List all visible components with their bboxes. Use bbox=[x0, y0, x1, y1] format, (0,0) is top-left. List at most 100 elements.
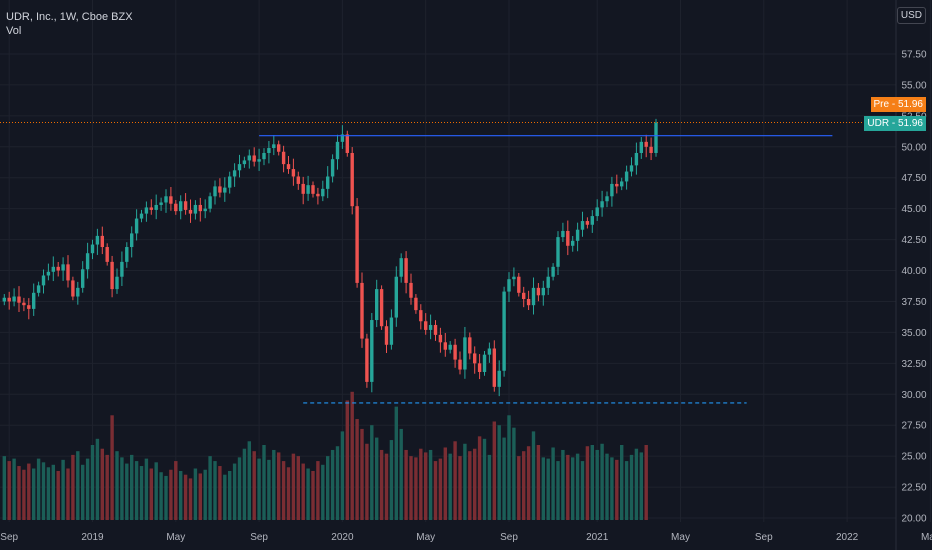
volume-bar bbox=[375, 437, 379, 520]
candle-body bbox=[85, 253, 90, 270]
candle-body bbox=[360, 282, 364, 339]
volume-bar bbox=[370, 425, 374, 520]
candle-body bbox=[458, 359, 462, 370]
volume-bar bbox=[110, 415, 114, 520]
candle-body bbox=[262, 152, 266, 160]
candles bbox=[2, 118, 658, 397]
volume-bar bbox=[252, 451, 256, 520]
volume-bar bbox=[482, 438, 487, 520]
volume-bar bbox=[105, 454, 109, 520]
volume-bar bbox=[566, 454, 570, 520]
volume-bar bbox=[228, 470, 232, 520]
y-tick-label: 50.00 bbox=[901, 142, 926, 153]
candle-body bbox=[335, 141, 340, 160]
candle-body bbox=[71, 280, 75, 297]
candle-body bbox=[66, 264, 70, 281]
volume-bar bbox=[541, 457, 545, 520]
volume-bar bbox=[203, 469, 207, 520]
candle-body bbox=[448, 344, 452, 350]
candle-body bbox=[291, 169, 296, 177]
y-tick-label: 45.00 bbox=[901, 204, 926, 215]
candle-body bbox=[232, 170, 237, 177]
candle-body bbox=[473, 353, 477, 364]
volume-bar bbox=[306, 468, 310, 520]
candle-body bbox=[218, 186, 222, 193]
volume-bar bbox=[477, 436, 482, 520]
candle-body bbox=[355, 206, 359, 283]
level-lines[interactable] bbox=[0, 122, 896, 404]
volume-bar bbox=[399, 428, 403, 520]
candle-body bbox=[188, 209, 193, 214]
volume-bar bbox=[615, 459, 619, 520]
time-axis[interactable]: Sep 2019 May Sep 2020 May Sep 2021 May Sep 2022 May… bbox=[0, 532, 932, 543]
volume-bar bbox=[27, 463, 31, 520]
candle-body bbox=[492, 348, 496, 387]
x-tick-label: 2022 bbox=[836, 532, 859, 543]
volume-bar bbox=[551, 447, 555, 520]
volume-bar bbox=[335, 446, 340, 520]
volume-bar bbox=[130, 454, 134, 520]
chart-header: UDR, Inc., 1W, Cboe BZX Vol bbox=[6, 10, 133, 38]
candle-body bbox=[12, 296, 16, 302]
candle-body bbox=[561, 230, 565, 238]
volume-bar bbox=[76, 451, 80, 520]
candle-body bbox=[453, 344, 457, 360]
volume-bar bbox=[384, 453, 389, 520]
y-tick-label: 55.00 bbox=[901, 80, 926, 91]
candle-body bbox=[228, 176, 232, 188]
candle-body bbox=[600, 201, 604, 208]
candle-body bbox=[340, 134, 345, 142]
candle-body bbox=[379, 289, 384, 327]
candle-body bbox=[46, 271, 51, 276]
y-tick-label: 37.50 bbox=[901, 297, 926, 308]
candle-body bbox=[468, 337, 472, 354]
volume-bar bbox=[605, 453, 609, 520]
volume-bar bbox=[463, 443, 467, 520]
candle-body bbox=[321, 188, 325, 197]
y-tick-label: 27.50 bbox=[901, 421, 926, 432]
candle-body bbox=[517, 276, 521, 293]
candle-body bbox=[639, 141, 643, 153]
indicator-label[interactable]: Vol bbox=[6, 25, 22, 37]
currency-button[interactable]: USD bbox=[896, 7, 926, 24]
volume-bar bbox=[443, 447, 447, 520]
volume-bar bbox=[56, 470, 60, 520]
candle-body bbox=[198, 204, 202, 212]
candle-body bbox=[76, 287, 80, 297]
volume-bar bbox=[71, 454, 75, 520]
candle-body bbox=[370, 320, 374, 382]
candle-body bbox=[375, 289, 379, 321]
candle-body bbox=[575, 229, 580, 241]
volume-bar bbox=[179, 470, 183, 520]
candle-body bbox=[183, 201, 188, 210]
candle-body bbox=[463, 337, 467, 370]
grid bbox=[0, 0, 931, 522]
candle-body bbox=[316, 193, 320, 197]
candle-body bbox=[624, 171, 629, 182]
volume-bar bbox=[365, 443, 369, 520]
candle-body bbox=[507, 279, 511, 292]
volume-bar bbox=[571, 457, 575, 520]
candle-body bbox=[595, 207, 599, 217]
candle-body bbox=[644, 141, 648, 147]
volume-bar bbox=[433, 461, 438, 520]
volume-bar bbox=[473, 448, 477, 520]
candle-body bbox=[433, 324, 438, 335]
symbol-title[interactable]: UDR, Inc., 1W, Cboe BZX bbox=[6, 11, 133, 23]
candle-body bbox=[179, 201, 183, 212]
volume-bar bbox=[237, 457, 242, 520]
x-tick-label: May bbox=[416, 532, 435, 543]
volume-bar bbox=[330, 449, 335, 520]
candle-body bbox=[296, 176, 300, 184]
candle-body bbox=[394, 276, 398, 318]
candle-body bbox=[620, 181, 624, 187]
volume-bar bbox=[134, 461, 139, 520]
candle-body bbox=[208, 196, 212, 209]
candle-body bbox=[301, 183, 305, 194]
x-tick-label: Sep bbox=[755, 532, 773, 543]
x-tick-label: Sep bbox=[500, 532, 518, 543]
y-tick-label: 20.00 bbox=[901, 514, 926, 525]
volume-bar bbox=[629, 454, 634, 520]
candle-body bbox=[242, 160, 247, 165]
